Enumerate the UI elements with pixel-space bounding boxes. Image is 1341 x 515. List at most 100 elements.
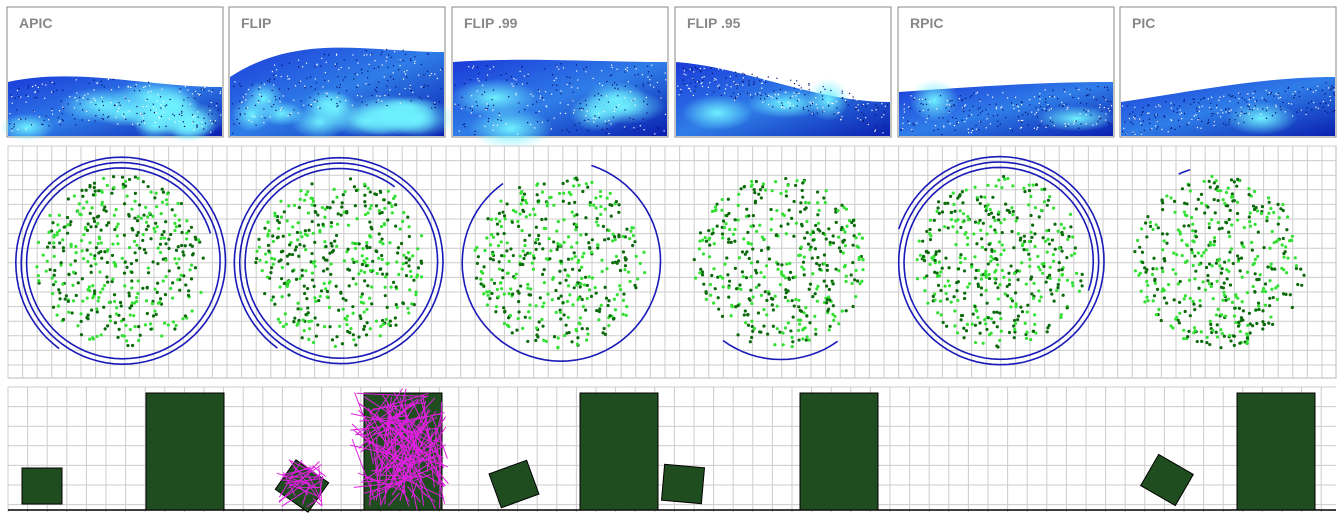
speck (1274, 112, 1277, 114)
particle (84, 188, 88, 192)
speck (837, 112, 839, 114)
particle (1192, 326, 1197, 330)
particle (347, 284, 351, 288)
particle (488, 243, 493, 247)
speck (1183, 100, 1185, 102)
speck (101, 117, 103, 120)
speck (664, 72, 666, 74)
particle (1213, 211, 1217, 215)
speck (335, 53, 338, 55)
speck (737, 83, 739, 86)
speck (985, 127, 987, 129)
speck (790, 79, 792, 81)
particle (1033, 232, 1037, 236)
speck (685, 74, 687, 76)
particle (1205, 341, 1209, 345)
particle (962, 269, 967, 273)
particle (575, 342, 579, 346)
speck (155, 109, 157, 111)
speck (827, 102, 829, 104)
particle (416, 266, 421, 270)
speck (642, 118, 644, 120)
particle (310, 219, 314, 224)
speck (541, 97, 544, 99)
speck (1097, 85, 1099, 88)
speck (215, 122, 217, 124)
speck (1333, 109, 1336, 112)
particle (1025, 336, 1029, 340)
particle (1294, 264, 1299, 268)
particle (345, 209, 349, 214)
particle (499, 240, 503, 244)
particle (1257, 304, 1261, 308)
particle (114, 312, 119, 316)
particle (953, 309, 957, 313)
particle (346, 223, 351, 227)
particle (578, 316, 582, 320)
particle (181, 250, 185, 254)
particle (1065, 255, 1069, 260)
particle (365, 307, 369, 312)
particle (328, 325, 332, 329)
particle (574, 225, 579, 229)
speck (1067, 123, 1070, 125)
particle (386, 189, 390, 193)
particle (978, 201, 982, 206)
particle (707, 228, 711, 233)
particle (725, 256, 729, 260)
particle (1191, 263, 1195, 268)
particle (321, 256, 326, 260)
speck (1140, 133, 1142, 135)
particle (993, 276, 997, 280)
particle (177, 257, 181, 261)
particle (488, 257, 493, 261)
particle (816, 284, 820, 289)
particle (1294, 266, 1299, 271)
rotation-trace (722, 339, 839, 361)
particle (85, 200, 89, 204)
speck (474, 130, 476, 133)
particle (165, 192, 170, 196)
particle (1049, 288, 1053, 292)
speck (1033, 127, 1036, 129)
speck (539, 97, 541, 99)
particle (364, 333, 369, 337)
speck (782, 104, 784, 107)
speck (1211, 115, 1213, 117)
speck (953, 104, 956, 106)
particle (490, 291, 494, 296)
speck (943, 126, 945, 128)
speck (259, 93, 261, 96)
particle (340, 201, 344, 205)
velocity-artifact (387, 423, 424, 489)
particle (61, 249, 66, 253)
speck (749, 94, 752, 96)
speck (336, 54, 338, 56)
particle (606, 237, 611, 241)
speck (969, 96, 971, 98)
particle (1232, 199, 1236, 203)
particle (1057, 268, 1061, 272)
speck (692, 94, 694, 97)
particle (1050, 292, 1054, 296)
particle (164, 274, 168, 279)
particle (953, 324, 957, 328)
particle (1258, 273, 1262, 277)
particle (491, 258, 495, 262)
particle (751, 329, 755, 333)
particle (406, 215, 410, 219)
speck (1287, 87, 1289, 90)
speck (798, 92, 800, 94)
particle (1269, 315, 1273, 319)
speck (753, 83, 755, 85)
speck (402, 78, 405, 80)
particle (1256, 254, 1260, 259)
speck (556, 84, 558, 86)
particle (305, 286, 310, 291)
speck (725, 77, 727, 79)
particle (359, 269, 363, 273)
particle (623, 235, 627, 239)
disk (461, 164, 662, 363)
speck (1053, 124, 1055, 127)
particle (89, 252, 93, 256)
